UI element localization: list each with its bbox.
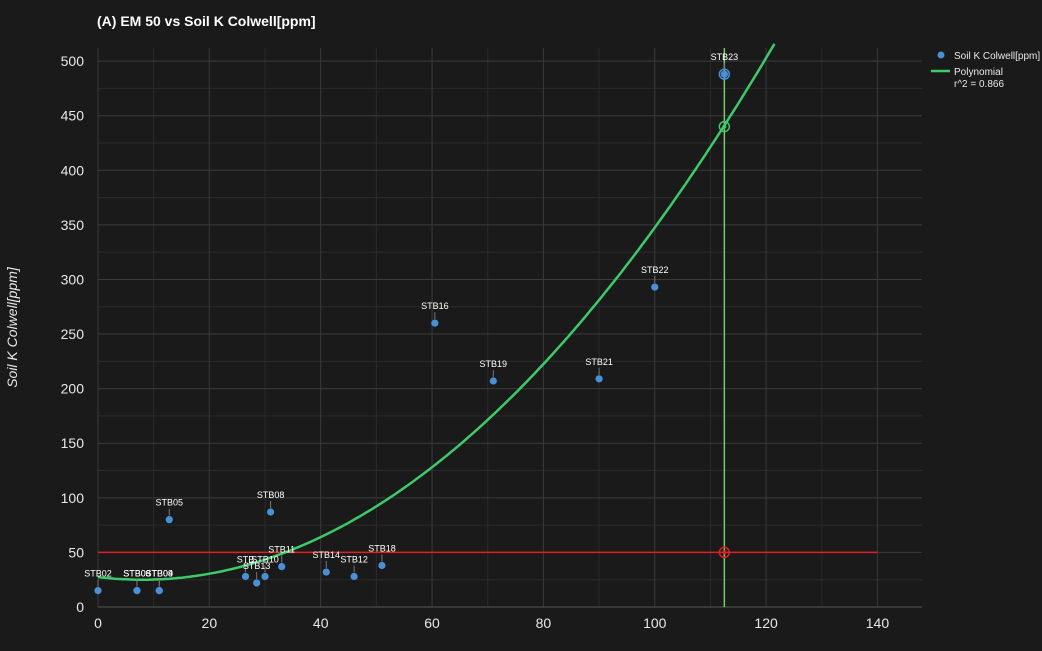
- y-tick-label: 100: [61, 490, 85, 506]
- legend-r-squared: r^2 = 0.866: [954, 79, 1004, 90]
- y-tick-label: 150: [61, 435, 85, 451]
- highlight-ring: [718, 68, 731, 80]
- x-axis-ticks: 0 20 40 60 80 100 120 140: [94, 615, 889, 631]
- x-tick-label: 120: [754, 615, 778, 631]
- point-label: STB12: [340, 554, 368, 564]
- legend-scatter-marker: [937, 51, 945, 59]
- x-tick-label: 140: [866, 615, 890, 631]
- y-tick-label: 300: [61, 271, 85, 287]
- point-label: STB08: [257, 490, 285, 500]
- y-tick-label: 50: [68, 544, 84, 560]
- highlight-ring: [718, 546, 731, 559]
- data-point: [378, 561, 386, 570]
- point-label: STB04: [145, 569, 173, 579]
- point-label: STB05: [156, 498, 184, 508]
- highlight-dot: [722, 124, 727, 129]
- x-tick-label: 60: [424, 615, 440, 631]
- data-point: [651, 283, 659, 291]
- data-point: [133, 587, 141, 595]
- legend-scatter-label[interactable]: Soil K Colwell[ppm]: [954, 51, 1040, 62]
- y-tick-label: 250: [61, 326, 85, 342]
- y-axis-ticks: 0 50 100 150 200 250 300 350 400 450 500: [61, 53, 85, 615]
- x-tick-label: 40: [313, 615, 329, 631]
- y-tick-label: 0: [76, 599, 84, 615]
- point-label: STB06: [123, 569, 151, 579]
- minor-gridlines: [98, 48, 922, 607]
- point-label: STB13: [243, 561, 271, 571]
- point-label: STB14: [313, 550, 341, 560]
- data-point: [595, 375, 603, 383]
- point-label: STB09: [145, 569, 173, 579]
- data-point: [155, 587, 163, 595]
- highlight-ring: [718, 120, 731, 133]
- major-gridlines: [97, 48, 922, 608]
- point-label: STB02: [84, 569, 112, 579]
- point-label: STB03: [123, 569, 151, 579]
- y-axis-label: Soil K Colwell[ppm]: [4, 266, 20, 388]
- data-points: STB02 STB03STB06STB04STB05STB09STBSTB13ST…: [84, 52, 739, 595]
- highlight-markers: [718, 68, 731, 559]
- data-point: [253, 579, 261, 587]
- legend-polynomial-label[interactable]: Polynomial: [954, 67, 1003, 78]
- point-label: STB18: [368, 544, 396, 554]
- x-tick-label: 80: [536, 615, 552, 631]
- data-point: [241, 572, 250, 581]
- y-tick-label: 200: [61, 381, 85, 397]
- point-label: STB23: [711, 52, 739, 62]
- data-point: [278, 563, 286, 571]
- reference-lines: [98, 48, 878, 607]
- y-tick-label: 500: [61, 53, 85, 69]
- data-point: [350, 572, 358, 581]
- polynomial-fit: [97, 43, 776, 581]
- data-point: [94, 587, 102, 595]
- point-label: STB16: [421, 301, 449, 311]
- point-label: STB21: [585, 357, 613, 367]
- x-tick-label: 0: [94, 615, 102, 631]
- data-point: [165, 516, 173, 524]
- y-tick-label: 350: [61, 217, 85, 233]
- legend[interactable]: Soil K Colwell[ppm] Polynomial r^2 = 0.8…: [931, 51, 1040, 90]
- data-point: [266, 508, 275, 516]
- point-label: STB10: [251, 554, 279, 564]
- point-label: STB11: [268, 545, 295, 555]
- data-point: [261, 572, 269, 581]
- point-label: STB: [237, 554, 255, 564]
- y-tick-label: 450: [61, 108, 85, 124]
- highlight-dot: [722, 72, 727, 77]
- x-tick-label: 100: [643, 615, 667, 631]
- polynomial-fit-line: [97, 43, 776, 581]
- x-tick-label: 20: [202, 615, 218, 631]
- chart-title: (A) EM 50 vs Soil K Colwell[ppm]: [97, 13, 316, 29]
- y-tick-label: 400: [61, 162, 85, 178]
- data-point: [431, 319, 439, 327]
- data-point: [489, 377, 497, 385]
- highlight-dot: [722, 550, 727, 555]
- data-point: [322, 568, 330, 576]
- point-label: STB22: [641, 265, 669, 275]
- point-label: STB19: [480, 359, 508, 369]
